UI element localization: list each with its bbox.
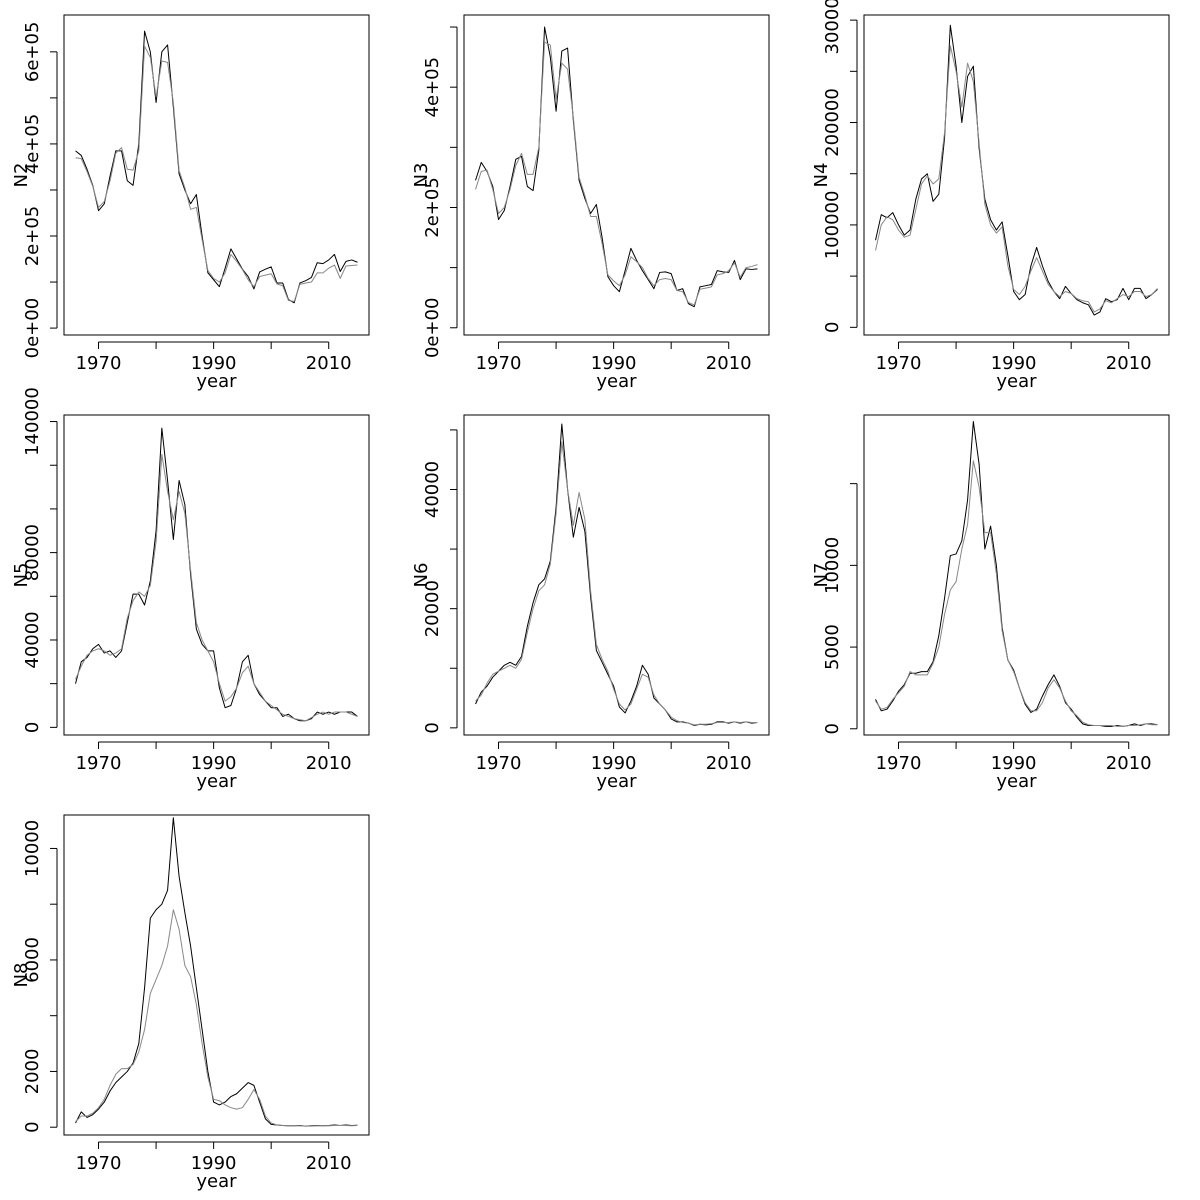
x-tick-label: 1990 <box>991 753 1037 774</box>
plot-frame <box>63 814 370 1136</box>
series-line-grey <box>475 41 758 306</box>
series-line-black <box>475 26 758 308</box>
y-tick-label: 2000 <box>22 1049 43 1095</box>
series-line-grey <box>75 45 358 302</box>
x-tick-label: 2010 <box>306 1153 352 1174</box>
panel-n2: 1970 1990 2010 year 0e+00 2e+05 4e+05 6e+05 N2 <box>11 14 370 392</box>
x-tick-label: 2010 <box>306 753 352 774</box>
series-line-grey <box>875 45 1158 313</box>
y-tick-label: 0e+00 <box>22 298 43 359</box>
x-tick-label: 1990 <box>991 353 1037 374</box>
x-tick-label: 1990 <box>191 1153 237 1174</box>
y-axis-label: N2 <box>11 163 32 188</box>
x-tick-label: 2010 <box>306 353 352 374</box>
x-tick-label: 1990 <box>191 353 237 374</box>
y-tick-label: 40000 <box>22 611 43 668</box>
panel-n8: 1970 1990 2010 year 0 2000 6000 10000 N8 <box>11 814 370 1192</box>
x-tick-label: 1970 <box>476 753 522 774</box>
y-tick-label: 10000 <box>822 537 843 594</box>
y-tick-label: 10000 <box>22 820 43 877</box>
y-tick-label: 0 <box>822 723 843 734</box>
x-tick-label: 1970 <box>76 1153 122 1174</box>
x-tick-label: 1990 <box>591 353 637 374</box>
x-tick-label: 1990 <box>591 753 637 774</box>
y-tick-label: 100000 <box>822 191 843 260</box>
y-tick-label: 2e+05 <box>422 177 443 238</box>
series-line-black <box>75 427 358 722</box>
series-line-grey <box>75 453 358 722</box>
y-tick-label: 4e+05 <box>422 57 443 118</box>
series-line-black <box>75 30 358 304</box>
y-tick-label: 0e+00 <box>422 298 443 359</box>
panel-n4: 1970 1990 2010 year 0 100000 200000 300000 N4 <box>811 0 1170 392</box>
plot-frame <box>863 414 1170 736</box>
panel-n3: 1970 1990 2010 year 0e+00 2e+05 4e+05 N3 <box>411 14 770 392</box>
x-tick-label: 1970 <box>476 353 522 374</box>
y-tick-label: 0 <box>22 1121 43 1132</box>
x-axis-label: year <box>196 371 237 392</box>
series-line-grey <box>875 460 1158 727</box>
y-axis-label: N5 <box>11 563 32 588</box>
x-axis-label: year <box>596 371 637 392</box>
series-line-black <box>875 24 1158 316</box>
series-line-grey <box>75 909 358 1127</box>
x-tick-label: 1970 <box>76 753 122 774</box>
series-line-black <box>475 423 758 726</box>
x-tick-label: 1970 <box>876 353 922 374</box>
y-tick-label: 0 <box>422 722 443 733</box>
panel-n6: 1970 1990 2010 year 0 20000 40000 N6 <box>411 414 770 792</box>
y-tick-label: 140000 <box>22 387 43 456</box>
y-tick-label: 0 <box>22 722 43 733</box>
plot-frame <box>863 14 1170 336</box>
y-tick-label: 40000 <box>422 461 443 518</box>
panel-n5: 1970 1990 2010 year 0 40000 80000 140000 N5 <box>11 387 370 792</box>
y-tick-label: 200000 <box>822 88 843 157</box>
y-tick-label: 6e+05 <box>22 22 43 83</box>
plot-frame <box>63 414 370 736</box>
x-tick-label: 1970 <box>876 753 922 774</box>
x-axis-label: year <box>996 371 1037 392</box>
series-line-black <box>75 817 358 1127</box>
x-tick-label: 2010 <box>706 353 752 374</box>
y-axis-label: N3 <box>411 163 432 188</box>
y-tick-label: 0 <box>822 322 843 333</box>
x-tick-label: 2010 <box>1106 753 1152 774</box>
x-axis-label: year <box>596 771 637 792</box>
y-axis-label: N4 <box>811 163 832 188</box>
plot-frame <box>463 414 770 736</box>
x-axis-label: year <box>996 771 1037 792</box>
y-tick-label: 2e+05 <box>22 206 43 267</box>
y-tick-label: 20000 <box>422 580 443 637</box>
x-tick-label: 2010 <box>706 753 752 774</box>
x-axis-label: year <box>196 1171 237 1192</box>
y-tick-label: 5000 <box>822 624 843 670</box>
x-axis-label: year <box>196 771 237 792</box>
plot-frame <box>63 14 370 336</box>
x-tick-label: 2010 <box>1106 353 1152 374</box>
y-axis-label: N6 <box>411 563 432 588</box>
y-axis-label: N7 <box>811 563 832 588</box>
y-axis-label: N8 <box>11 963 32 988</box>
plot-frame <box>463 14 770 336</box>
y-tick-label: 80000 <box>22 524 43 581</box>
x-tick-label: 1990 <box>191 753 237 774</box>
x-tick-label: 1970 <box>76 353 122 374</box>
y-tick-label: 4e+05 <box>22 114 43 175</box>
y-tick-label: 300000 <box>822 0 843 54</box>
y-tick-label: 6000 <box>22 937 43 983</box>
series-line-grey <box>475 441 758 726</box>
